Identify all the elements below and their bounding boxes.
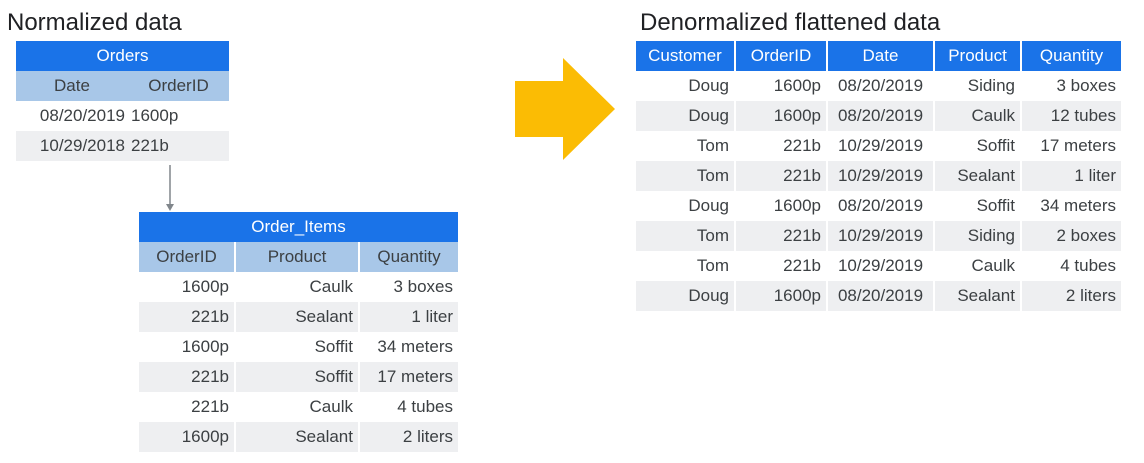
denorm-cell-product: Siding bbox=[934, 221, 1022, 251]
orders-table-title: Orders bbox=[16, 41, 229, 71]
denorm-cell-quantity: 1 liter bbox=[1021, 161, 1121, 191]
relationship-arrow bbox=[166, 165, 174, 211]
order-items-cell-orderid: 1600p bbox=[139, 272, 236, 302]
table-row: Tom 221b 10/29/2019 Sealant 1 liter bbox=[636, 161, 1121, 191]
table-row: 221b Soffit 17 meters bbox=[139, 362, 458, 392]
orders-cell-orderid: 221b bbox=[128, 131, 229, 161]
denorm-cell-customer: Doug bbox=[636, 71, 736, 101]
table-row: 221b Sealant 1 liter bbox=[139, 302, 458, 332]
denorm-cell-quantity: 3 boxes bbox=[1021, 71, 1121, 101]
denorm-cell-customer: Tom bbox=[636, 161, 736, 191]
denorm-cell-product: Sealant bbox=[934, 281, 1022, 311]
denorm-cell-product: Caulk bbox=[934, 251, 1022, 281]
denorm-cell-customer: Doug bbox=[636, 191, 736, 221]
denorm-cell-date: 10/29/2019 bbox=[827, 221, 935, 251]
denorm-cell-orderid: 221b bbox=[735, 251, 828, 281]
table-row: Doug 1600p 08/20/2019 Soffit 34 meters bbox=[636, 191, 1121, 221]
denorm-cell-quantity: 12 tubes bbox=[1021, 101, 1121, 131]
orders-cell-date: 10/29/2018 bbox=[16, 131, 128, 161]
order-items-table-title: Order_Items bbox=[139, 212, 458, 242]
transform-arrow-icon bbox=[515, 58, 615, 160]
denorm-cell-date: 10/29/2019 bbox=[827, 161, 935, 191]
denorm-cell-product: Soffit bbox=[934, 131, 1022, 161]
orders-cell-orderid: 1600p bbox=[128, 101, 229, 131]
denorm-cell-quantity: 2 liters bbox=[1021, 281, 1121, 311]
denorm-cell-product: Caulk bbox=[934, 101, 1022, 131]
order-items-col-quantity: Quantity bbox=[359, 242, 458, 272]
denorm-col-date: Date bbox=[827, 41, 935, 71]
table-row: 221b Caulk 4 tubes bbox=[139, 392, 458, 422]
table-row: 1600p Soffit 34 meters bbox=[139, 332, 458, 362]
order-items-cell-quantity: 4 tubes bbox=[359, 392, 458, 422]
order-items-cell-quantity: 2 liters bbox=[359, 422, 458, 452]
denorm-col-customer: Customer bbox=[636, 41, 736, 71]
denorm-cell-date: 10/29/2019 bbox=[827, 251, 935, 281]
table-row: Tom 221b 10/29/2019 Soffit 17 meters bbox=[636, 131, 1121, 161]
order-items-cell-orderid: 1600p bbox=[139, 422, 236, 452]
order-items-cell-product: Soffit bbox=[235, 362, 360, 392]
order-items-cell-orderid: 221b bbox=[139, 362, 236, 392]
table-row: Doug 1600p 08/20/2019 Caulk 12 tubes bbox=[636, 101, 1121, 131]
table-row: Tom 221b 10/29/2019 Caulk 4 tubes bbox=[636, 251, 1121, 281]
denorm-cell-orderid: 1600p bbox=[735, 191, 828, 221]
denormalized-heading: Denormalized flattened data bbox=[640, 9, 941, 36]
order-items-cell-orderid: 1600p bbox=[139, 332, 236, 362]
table-row: Tom 221b 10/29/2019 Siding 2 boxes bbox=[636, 221, 1121, 251]
table-row: 08/20/2019 1600p bbox=[16, 101, 229, 131]
denorm-col-quantity: Quantity bbox=[1021, 41, 1121, 71]
denorm-cell-orderid: 1600p bbox=[735, 71, 828, 101]
denorm-cell-customer: Doug bbox=[636, 101, 736, 131]
orders-col-date: Date bbox=[16, 71, 128, 101]
denorm-cell-orderid: 1600p bbox=[735, 101, 828, 131]
order-items-cell-quantity: 17 meters bbox=[359, 362, 458, 392]
table-row: Doug 1600p 08/20/2019 Siding 3 boxes bbox=[636, 71, 1121, 101]
denorm-cell-quantity: 34 meters bbox=[1021, 191, 1121, 221]
denorm-cell-product: Soffit bbox=[934, 191, 1022, 221]
denorm-cell-product: Sealant bbox=[934, 161, 1022, 191]
denorm-cell-orderid: 221b bbox=[735, 221, 828, 251]
denorm-cell-date: 08/20/2019 bbox=[827, 191, 935, 221]
denorm-cell-date: 08/20/2019 bbox=[827, 101, 935, 131]
order-items-cell-product: Sealant bbox=[235, 422, 360, 452]
denorm-col-orderid: OrderID bbox=[735, 41, 828, 71]
denorm-cell-orderid: 1600p bbox=[735, 281, 828, 311]
denorm-cell-quantity: 17 meters bbox=[1021, 131, 1121, 161]
table-row: 10/29/2018 221b bbox=[16, 131, 229, 161]
denorm-cell-quantity: 4 tubes bbox=[1021, 251, 1121, 281]
order-items-cell-product: Soffit bbox=[235, 332, 360, 362]
order-items-table: Order_Items OrderID Product Quantity 160… bbox=[139, 212, 458, 452]
orders-col-orderid: OrderID bbox=[128, 71, 229, 101]
denorm-cell-product: Siding bbox=[934, 71, 1022, 101]
denorm-cell-date: 10/29/2019 bbox=[827, 131, 935, 161]
denorm-col-product: Product bbox=[934, 41, 1022, 71]
order-items-cell-quantity: 1 liter bbox=[359, 302, 458, 332]
table-row: 1600p Sealant 2 liters bbox=[139, 422, 458, 452]
denorm-cell-quantity: 2 boxes bbox=[1021, 221, 1121, 251]
order-items-cell-product: Caulk bbox=[235, 272, 360, 302]
order-items-col-orderid: OrderID bbox=[139, 242, 236, 272]
denorm-cell-orderid: 221b bbox=[735, 131, 828, 161]
denorm-cell-customer: Tom bbox=[636, 221, 736, 251]
denorm-cell-customer: Doug bbox=[636, 281, 736, 311]
normalized-heading: Normalized data bbox=[7, 9, 182, 36]
table-row: Doug 1600p 08/20/2019 Sealant 2 liters bbox=[636, 281, 1121, 311]
denorm-cell-date: 08/20/2019 bbox=[827, 71, 935, 101]
order-items-cell-quantity: 34 meters bbox=[359, 332, 458, 362]
order-items-cell-product: Caulk bbox=[235, 392, 360, 422]
order-items-cell-product: Sealant bbox=[235, 302, 360, 332]
denorm-cell-orderid: 221b bbox=[735, 161, 828, 191]
order-items-cell-quantity: 3 boxes bbox=[359, 272, 458, 302]
orders-cell-date: 08/20/2019 bbox=[16, 101, 128, 131]
order-items-cell-orderid: 221b bbox=[139, 392, 236, 422]
denorm-cell-date: 08/20/2019 bbox=[827, 281, 935, 311]
table-row: 1600p Caulk 3 boxes bbox=[139, 272, 458, 302]
denormalized-table: Customer OrderID Date Product Quantity D… bbox=[636, 41, 1121, 311]
denorm-cell-customer: Tom bbox=[636, 251, 736, 281]
order-items-col-product: Product bbox=[235, 242, 360, 272]
orders-table: Orders Date OrderID 08/20/2019 1600p 10/… bbox=[16, 41, 229, 161]
order-items-cell-orderid: 221b bbox=[139, 302, 236, 332]
denorm-cell-customer: Tom bbox=[636, 131, 736, 161]
